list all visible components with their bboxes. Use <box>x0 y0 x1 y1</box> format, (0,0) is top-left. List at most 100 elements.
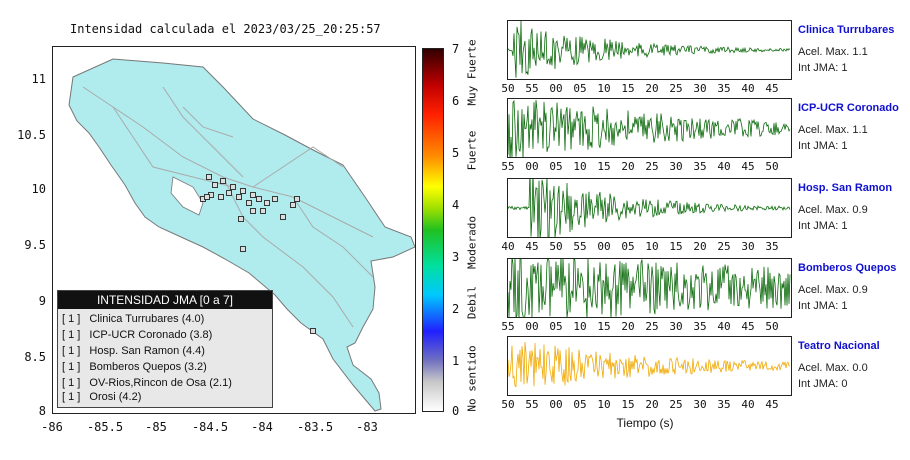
map-title: Intensidad calculada el 2023/03/25_20:25… <box>70 22 381 36</box>
station-name: Hosp. San Ramon <box>798 182 893 194</box>
time-tick: 25 <box>645 320 659 333</box>
seismogram-panel[interactable] <box>507 98 792 158</box>
legend-label: ICP-UCR Coronado (3.8) <box>89 329 213 341</box>
station-accel: Acel. Max. 1.1 <box>798 46 868 58</box>
land-area <box>68 58 415 412</box>
time-tick: 10 <box>597 398 611 411</box>
time-tick: 55 <box>525 82 539 95</box>
colorbar-tick: 0 <box>452 404 460 418</box>
seismogram-panel[interactable] <box>507 178 792 238</box>
time-tick: 00 <box>525 160 539 173</box>
time-tick: 30 <box>669 160 683 173</box>
colorbar-tick: 7 <box>452 42 460 56</box>
seismogram-panel[interactable] <box>507 20 792 80</box>
station-intensity: Int JMA: 0 <box>798 378 848 390</box>
time-tick: 05 <box>549 320 563 333</box>
time-tick-row: 50 55 00 05 10 15 20 25 30 35 40 45 <box>500 398 800 412</box>
time-tick: 50 <box>765 160 779 173</box>
legend-intensity: [ 1 ] <box>62 313 81 325</box>
station-marker <box>226 190 232 196</box>
time-tick: 25 <box>717 240 731 253</box>
trace-line <box>508 179 791 237</box>
time-axis-label: Tiempo (s) <box>616 416 674 430</box>
time-tick-row: 55 00 05 10 15 20 25 30 35 40 45 50 <box>500 160 800 174</box>
legend-intensity: [ 1 ] <box>62 391 81 403</box>
colorbar-label: No sentido <box>465 345 479 412</box>
station-markers <box>200 174 316 334</box>
seismogram-trace <box>508 99 791 157</box>
x-tick: -85.5 <box>86 420 124 434</box>
time-tick: 00 <box>525 320 539 333</box>
time-tick: 20 <box>621 320 635 333</box>
seismogram-panel[interactable] <box>507 258 792 318</box>
time-tick: 15 <box>597 320 611 333</box>
station-name: Teatro Nacional <box>798 340 880 352</box>
time-tick: 50 <box>501 398 515 411</box>
y-tick: 9.5 <box>24 238 46 252</box>
seismogram-panel[interactable] <box>507 336 792 396</box>
time-tick: 45 <box>525 240 539 253</box>
legend-intensity: [ 1 ] <box>62 377 81 389</box>
time-tick: 30 <box>669 320 683 333</box>
station-marker <box>280 214 286 220</box>
trace-line <box>508 259 791 317</box>
time-tick: 15 <box>621 398 635 411</box>
station-accel: Acel. Max. 0.0 <box>798 362 868 374</box>
time-tick: 40 <box>741 398 755 411</box>
time-tick: 20 <box>621 160 635 173</box>
colorbar-tick: 3 <box>452 250 460 264</box>
station-accel: Acel. Max. 1.1 <box>798 124 868 136</box>
legend-label: Clinica Turrubares (4.0) <box>89 313 205 325</box>
station-marker <box>250 208 256 214</box>
time-tick: 30 <box>693 398 707 411</box>
station-marker <box>212 182 218 188</box>
station-accel: Acel. Max. 0.9 <box>798 204 868 216</box>
station-name: Clinica Turrubares <box>798 24 895 36</box>
legend-label: Hosp. San Ramon (4.4) <box>89 345 205 357</box>
time-tick: 35 <box>717 82 731 95</box>
station-name: Bomberos Quepos <box>798 262 897 274</box>
time-tick: 35 <box>693 320 707 333</box>
station-marker <box>204 194 210 200</box>
time-tick: 25 <box>669 82 683 95</box>
station-marker <box>250 192 256 198</box>
station-marker <box>206 174 212 180</box>
legend-label: OV-Rios,Rincon de Osa (2.1) <box>89 377 232 389</box>
trace-line <box>508 341 790 388</box>
y-tick: 11 <box>31 72 46 86</box>
time-tick: 35 <box>693 160 707 173</box>
station-marker <box>290 202 296 208</box>
station-marker <box>240 246 246 252</box>
station-intensity: Int JMA: 1 <box>798 220 848 232</box>
colorbar-tick: 4 <box>452 198 460 212</box>
road-network <box>82 86 374 328</box>
time-tick: 50 <box>501 82 515 95</box>
time-tick: 45 <box>765 398 779 411</box>
seismogram-trace <box>508 21 791 78</box>
station-marker <box>272 196 278 202</box>
legend-item: [ 1 ] Clinica Turrubares (4.0) <box>62 313 204 325</box>
time-tick: 05 <box>573 398 587 411</box>
x-tick: -84 <box>251 420 273 434</box>
time-tick-row: 55 00 05 10 15 20 25 30 35 40 45 50 <box>500 320 800 334</box>
time-tick: 10 <box>597 82 611 95</box>
station-marker <box>218 194 224 200</box>
time-tick: 55 <box>525 398 539 411</box>
legend-intensity: [ 1 ] <box>62 345 81 357</box>
time-tick: 20 <box>645 82 659 95</box>
station-marker <box>264 200 270 206</box>
legend-label: Bomberos Quepos (3.2) <box>89 361 207 373</box>
trace-line <box>508 21 791 78</box>
time-tick: 35 <box>765 240 779 253</box>
colorbar-tick: 6 <box>452 94 460 108</box>
time-tick: 55 <box>501 160 515 173</box>
legend-intensity: [ 1 ] <box>62 361 81 373</box>
trace-line <box>508 99 791 157</box>
legend-label: Orosi (4.2) <box>89 391 142 403</box>
station-intensity: Int JMA: 1 <box>798 62 848 74</box>
time-tick: 55 <box>573 240 587 253</box>
y-tick: 8.5 <box>24 350 46 364</box>
station-marker <box>294 196 300 202</box>
colorbar-tick: 5 <box>452 146 460 160</box>
time-tick: 05 <box>621 240 635 253</box>
